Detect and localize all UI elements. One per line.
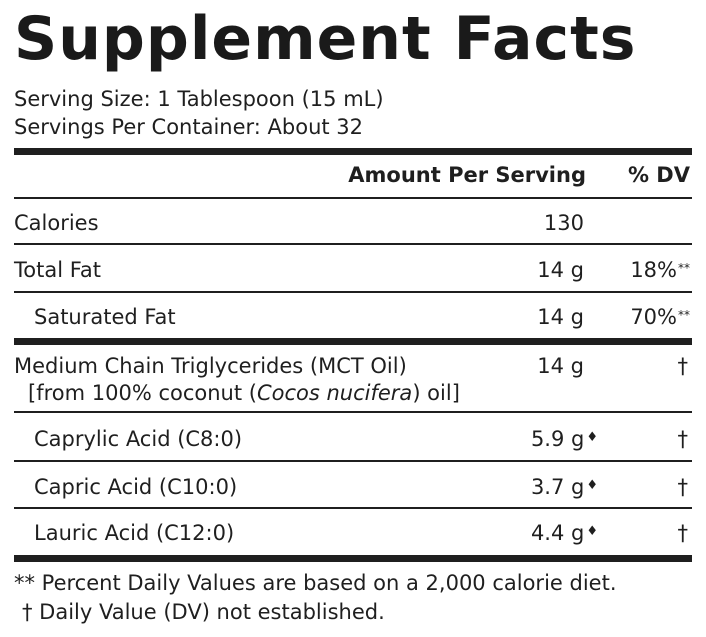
- nutrient-amount: 14 g: [537, 354, 584, 378]
- row-divider: [14, 197, 692, 199]
- nutrient-name: Capric Acid (C10:0): [34, 475, 238, 499]
- dv-header: % DV: [627, 163, 690, 187]
- nutrient-dv: 18%**: [630, 258, 690, 282]
- nutrient-amount: 14 g: [537, 305, 584, 329]
- nutrient-dv: †: [677, 354, 689, 378]
- amount-per-serving-header: Amount Per Serving: [348, 163, 586, 187]
- nutrient-amount: 130: [543, 211, 584, 235]
- serving-size: Serving Size: 1 Tablespoon (15 mL): [14, 87, 384, 111]
- nutrient-dv: †: [677, 521, 689, 545]
- row-divider: [14, 291, 692, 293]
- servings-per-container: Servings Per Container: About 32: [14, 115, 364, 139]
- diamond-mark: ♦: [586, 478, 598, 493]
- nutrient-amount: 5.9 g ♦: [530, 427, 598, 451]
- nutrient-name: Calories: [14, 211, 99, 235]
- nutrient-name: Total Fat: [14, 258, 101, 282]
- nutrient-dv: 70%**: [630, 305, 690, 329]
- footnote-dv-not-established: † Daily Value (DV) not established.: [22, 600, 385, 624]
- nutrient-name: Caprylic Acid (C8:0): [34, 427, 243, 451]
- row-divider: [14, 507, 692, 509]
- thick-divider: [14, 148, 692, 155]
- nutrient-source: [from 100% coconut (Cocos nucifera) oil]: [28, 381, 460, 405]
- nutrient-name: Lauric Acid (C12:0): [34, 521, 235, 545]
- dv-footnote-mark: **: [678, 261, 690, 275]
- nutrient-dv: †: [677, 475, 689, 499]
- row-divider: [14, 460, 692, 462]
- nutrient-amount: 14 g: [537, 258, 584, 282]
- dv-footnote-mark: **: [678, 308, 690, 322]
- footnote-percent-dv: ** Percent Daily Values are based on a 2…: [14, 571, 617, 595]
- panel-title: Supplement Facts: [14, 4, 637, 74]
- row-divider: [14, 411, 692, 413]
- diamond-mark: ♦: [586, 524, 598, 539]
- nutrient-name: Medium Chain Triglycerides (MCT Oil): [14, 354, 407, 378]
- row-divider: [14, 243, 692, 245]
- nutrient-amount: 4.4 g ♦: [530, 521, 598, 545]
- thick-divider: [14, 338, 692, 345]
- nutrient-amount: 3.7 g ♦: [530, 475, 598, 499]
- nutrient-name: Saturated Fat: [34, 305, 176, 329]
- nutrient-dv: †: [677, 427, 689, 451]
- thick-divider: [14, 555, 692, 562]
- diamond-mark: ♦: [586, 430, 598, 445]
